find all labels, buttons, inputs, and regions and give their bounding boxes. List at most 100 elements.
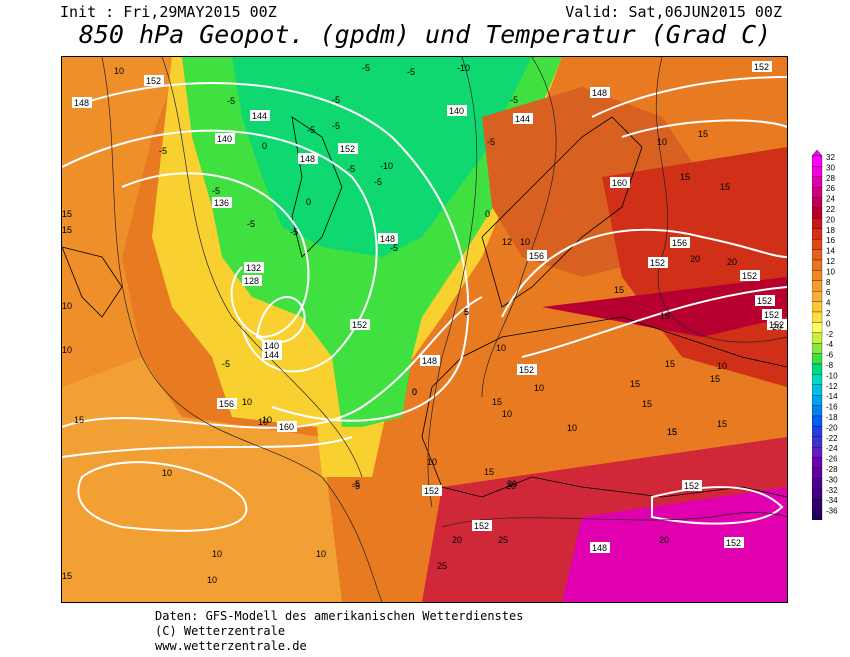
temp-label: 10 (657, 137, 667, 147)
colorbar-swatch (811, 311, 823, 323)
colorbar-swatch (811, 239, 823, 250)
temp-label: -5 (222, 359, 230, 369)
svg-text:140: 140 (264, 341, 279, 351)
geo-label: 152 (752, 61, 772, 72)
temp-label: 15 (614, 285, 624, 295)
svg-text:152: 152 (769, 320, 784, 330)
colorbar-label: 4 (826, 299, 831, 308)
colorbar-label: -30 (826, 475, 838, 484)
map-title: 850 hPa Geopot. (gpdm) und Temperatur (G… (78, 20, 772, 49)
geo-label: 140 (215, 133, 235, 144)
colorbar-top-arrow (811, 149, 823, 157)
geo-label: 140 (262, 340, 282, 351)
geo-label: 152 (724, 537, 744, 548)
colorbar-label: -36 (826, 507, 838, 516)
colorbar-label: -34 (826, 496, 838, 505)
map-svg: 152 148 144 140 136 132 128 148 152 140 … (62, 57, 787, 602)
temp-label: 10 (427, 457, 437, 467)
temp-label: 10 (62, 301, 72, 311)
temp-label: 15 (680, 172, 690, 182)
temp-label: 15 (74, 415, 84, 425)
geo-label: 148 (590, 87, 610, 98)
temp-label: 0 (412, 387, 417, 397)
temp-label: 15 (717, 419, 727, 429)
geo-label: 132 (244, 262, 264, 273)
geo-label: 148 (72, 97, 92, 108)
colorbar-label: -16 (826, 403, 838, 412)
temp-label: 15 (484, 467, 494, 477)
geo-label: 144 (250, 110, 270, 121)
colorbar-label: 18 (826, 226, 835, 235)
geo-label: 152 (472, 520, 492, 531)
temp-label: 15 (62, 209, 72, 219)
coastlines (62, 116, 787, 498)
colorbar-label: 26 (826, 184, 835, 193)
colorbar-label: 28 (826, 174, 835, 183)
colorbar-swatch (811, 488, 823, 500)
svg-text:156: 156 (219, 399, 234, 409)
temp-label: 15 (698, 129, 708, 139)
svg-text:136: 136 (214, 198, 229, 208)
svg-text:128: 128 (244, 276, 259, 286)
geo-label: 156 (670, 237, 690, 248)
colorbar-swatch (811, 332, 823, 344)
colorbar-label: -32 (826, 486, 838, 495)
temp-label: 15 (62, 225, 72, 235)
temp-label: 0 (412, 387, 417, 397)
temp-label: -10 (457, 63, 470, 73)
geopotential-label-group: 152 148 144 140 136 132 128 148 152 140 … (72, 61, 787, 553)
svg-text:148: 148 (74, 98, 89, 108)
colorbar-swatch (811, 384, 823, 396)
svg-text:152: 152 (519, 365, 534, 375)
svg-text:140: 140 (217, 134, 232, 144)
temp-label: -5 (159, 146, 167, 156)
colorbar-swatch (811, 197, 823, 209)
colorbar-label: 0 (826, 319, 831, 328)
colorbar-label: -8 (826, 361, 834, 370)
temperature-colorbar: 32 30 28 26 24 22 20 18 16 14 12 10 8 6 4 2 0 -2 -4 -6 -8 -10… (811, 149, 850, 527)
temp-label: -5 (227, 96, 235, 106)
temp-label: 10 (62, 345, 72, 355)
svg-text:144: 144 (264, 350, 279, 360)
temp-label: 20 (506, 481, 516, 491)
colorbar-swatch (811, 187, 823, 198)
svg-text:152: 152 (340, 144, 355, 154)
temp-label: 20 (659, 535, 669, 545)
svg-text:152: 152 (684, 481, 699, 491)
svg-text:152: 152 (650, 258, 665, 268)
footer-copyright: (C) Wetterzentrale (155, 624, 286, 638)
temp-label: 5 (464, 307, 469, 317)
colorbar-label: -6 (826, 351, 834, 360)
svg-text:148: 148 (422, 356, 437, 366)
temp-label: 10 (242, 397, 252, 407)
colorbar-label: -14 (826, 392, 838, 401)
colorbar-swatch (811, 343, 823, 354)
colorbar-label: 32 (826, 153, 835, 162)
geo-label: 152 (144, 75, 164, 86)
svg-text:132: 132 (246, 263, 261, 273)
geo-label: 148 (378, 233, 398, 244)
colorbar-swatch (811, 405, 823, 417)
temp-label: 15 (710, 374, 720, 384)
temp-label: -5 (290, 227, 298, 237)
colorbar-swatch (811, 509, 823, 521)
temp-label: -5 (212, 186, 220, 196)
colorbar-swatch (811, 176, 823, 188)
geo-label: 148 (298, 153, 318, 164)
temp-label: -5 (390, 243, 398, 253)
geo-label: 160 (277, 421, 297, 432)
colorbar-label: -24 (826, 444, 838, 453)
temp-label: 0 (262, 141, 267, 151)
colorbar-label: 24 (826, 195, 835, 204)
geo-label: 152 (338, 143, 358, 154)
atlantic-orange (62, 57, 182, 387)
init-time: Init : Fri,29MAY2015 00Z (60, 3, 277, 21)
svg-text:160: 160 (612, 178, 627, 188)
geo-label: 152 (762, 309, 782, 320)
geo-label: 148 (590, 542, 610, 553)
temp-label: 20 (507, 479, 517, 489)
temp-label: 10 (114, 66, 124, 76)
colorbar-label: -18 (826, 413, 838, 422)
geo-label: 156 (527, 250, 547, 261)
colorbar-label: -10 (826, 371, 838, 380)
